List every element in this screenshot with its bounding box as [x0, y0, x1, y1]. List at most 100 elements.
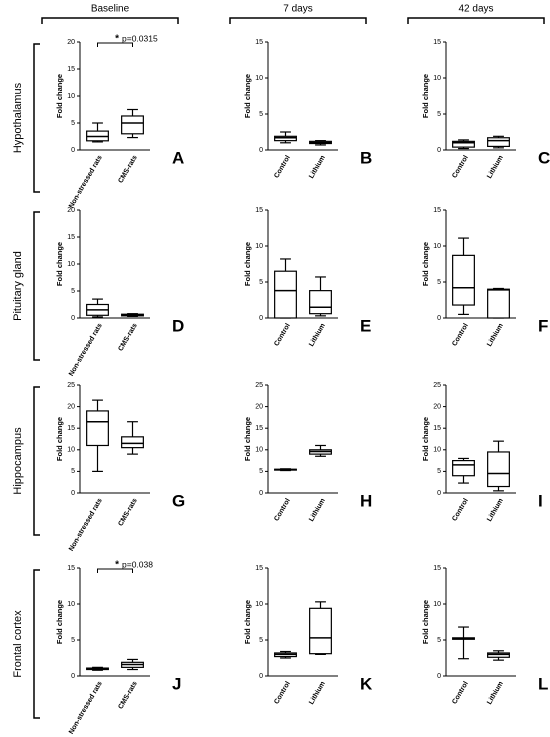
y-tick-label: 20 — [433, 403, 441, 410]
y-axis-label: Fold change — [55, 74, 64, 118]
y-tick-label: 0 — [259, 490, 263, 497]
x-tick-label: Control — [451, 322, 470, 347]
significance-marker: * — [115, 560, 119, 571]
y-axis-label: Fold change — [55, 600, 64, 644]
x-tick-label: CMS-rats — [117, 497, 138, 527]
y-tick-label: 15 — [67, 565, 75, 572]
y-axis-label: Fold change — [421, 600, 430, 644]
column-header: 7 days — [283, 4, 312, 15]
y-tick-label: 15 — [433, 565, 441, 572]
y-axis-label: Fold change — [243, 417, 252, 461]
x-tick-label: Lithium — [308, 680, 327, 705]
y-tick-label: 10 — [255, 447, 263, 454]
y-tick-label: 10 — [433, 447, 441, 454]
y-tick-label: 15 — [255, 207, 263, 214]
y-tick-label: 10 — [67, 447, 75, 454]
y-tick-label: 0 — [437, 147, 441, 154]
y-tick-label: 0 — [71, 490, 75, 497]
x-tick-label: Control — [451, 497, 470, 522]
row-bracket — [33, 211, 40, 361]
y-tick-label: 0 — [437, 315, 441, 322]
panel-letter: J — [172, 674, 181, 693]
row-bracket — [33, 386, 40, 536]
y-tick-label: 10 — [67, 261, 75, 268]
y-tick-label: 15 — [255, 39, 263, 46]
y-axis-label: Fold change — [243, 600, 252, 644]
y-tick-label: 20 — [67, 207, 75, 214]
panel-letter: K — [360, 674, 373, 693]
panel-letter: G — [172, 491, 185, 510]
y-tick-label: 15 — [255, 565, 263, 572]
y-axis-label: Fold change — [421, 417, 430, 461]
x-tick-label: Lithium — [486, 154, 505, 179]
x-tick-label: Control — [273, 322, 292, 347]
row-label: Frontal cortex — [12, 610, 24, 678]
y-tick-label: 5 — [437, 111, 441, 118]
y-axis-label: Fold change — [243, 74, 252, 118]
box — [487, 137, 510, 147]
x-tick-label: Non-stressed rats — [68, 322, 104, 377]
box — [452, 254, 475, 306]
y-tick-label: 0 — [259, 315, 263, 322]
panel-letter: I — [538, 491, 543, 510]
x-tick-label: Non-stressed rats — [68, 497, 104, 552]
x-tick-label: CMS-rats — [117, 680, 138, 710]
panel-letter: E — [360, 316, 371, 335]
x-tick-label: Non-stressed rats — [68, 680, 104, 735]
panel-letter: L — [538, 674, 548, 693]
y-tick-label: 0 — [259, 673, 263, 680]
significance-marker: * — [115, 34, 119, 45]
y-tick-label: 0 — [71, 147, 75, 154]
y-tick-label: 0 — [259, 147, 263, 154]
panel-letter: H — [360, 491, 372, 510]
y-tick-label: 5 — [437, 637, 441, 644]
y-axis-label: Fold change — [55, 417, 64, 461]
p-value: p=0.038 — [122, 559, 153, 569]
y-axis-label: Fold change — [243, 242, 252, 286]
row-label: Hypothalamus — [12, 82, 24, 153]
y-tick-label: 25 — [67, 382, 75, 389]
y-tick-label: 5 — [259, 468, 263, 475]
box — [487, 288, 510, 319]
panel-letter: B — [360, 148, 372, 167]
y-tick-label: 15 — [433, 39, 441, 46]
x-tick-label: Lithium — [308, 154, 327, 179]
box — [121, 115, 144, 135]
x-tick-label: Lithium — [308, 322, 327, 347]
row-label: Pituitary gland — [12, 251, 24, 321]
y-tick-label: 5 — [71, 120, 75, 127]
y-tick-label: 25 — [255, 382, 263, 389]
p-value: p=0.0315 — [122, 33, 158, 43]
column-header: 42 days — [458, 4, 493, 15]
column-bracket — [229, 17, 367, 24]
y-tick-label: 0 — [71, 673, 75, 680]
y-tick-label: 15 — [433, 207, 441, 214]
column-bracket — [41, 17, 179, 24]
y-tick-label: 15 — [255, 425, 263, 432]
y-tick-label: 5 — [71, 288, 75, 295]
y-tick-label: 10 — [433, 243, 441, 250]
significance-bracket — [97, 42, 133, 47]
significance-bracket — [97, 568, 133, 573]
box — [487, 451, 510, 488]
y-tick-label: 5 — [437, 279, 441, 286]
y-tick-label: 5 — [259, 111, 263, 118]
y-tick-label: 5 — [437, 468, 441, 475]
box — [121, 436, 144, 449]
y-tick-label: 15 — [67, 66, 75, 73]
x-tick-label: Lithium — [486, 680, 505, 705]
y-tick-label: 10 — [433, 75, 441, 82]
y-tick-label: 15 — [433, 425, 441, 432]
y-tick-label: 0 — [437, 490, 441, 497]
box — [86, 410, 109, 447]
panel-letter: C — [538, 148, 550, 167]
column-bracket — [407, 17, 545, 24]
x-tick-label: Non-stressed rats — [68, 154, 104, 209]
box — [309, 290, 332, 315]
y-tick-label: 5 — [71, 468, 75, 475]
column-header: Baseline — [91, 4, 130, 15]
x-tick-label: Lithium — [486, 497, 505, 522]
y-tick-label: 15 — [67, 234, 75, 241]
x-tick-label: Control — [451, 154, 470, 179]
